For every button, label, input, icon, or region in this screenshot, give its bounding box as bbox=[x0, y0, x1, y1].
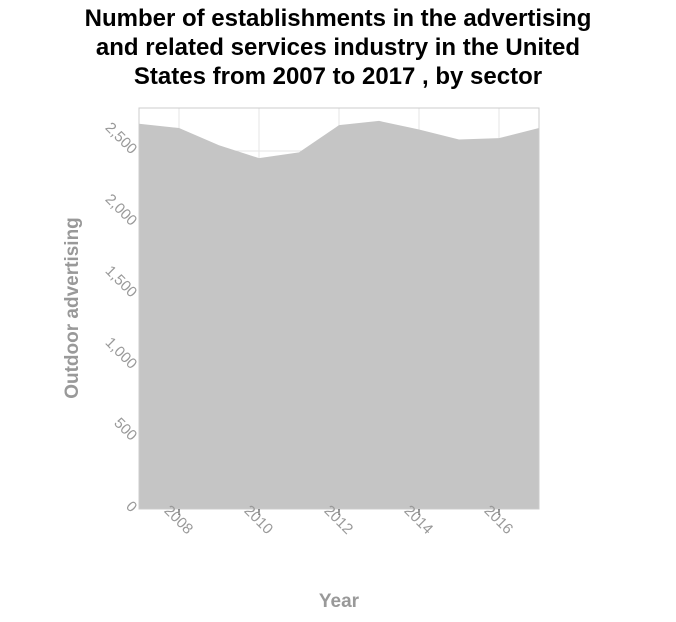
area-series bbox=[139, 120, 539, 509]
y-axis-title: Outdoor advertising bbox=[62, 217, 83, 399]
x-axis-title: Year bbox=[319, 591, 360, 612]
chart-title-line-2: and related services industry in the Uni… bbox=[95, 34, 581, 61]
y-tick-label-2,500: 2,500 bbox=[102, 119, 141, 158]
chart-title: Number of establishments in the advertis… bbox=[0, 4, 676, 91]
y-tick-label-1,500: 1,500 bbox=[102, 262, 141, 301]
chart-title-line-1: Number of establishments in the advertis… bbox=[84, 5, 592, 32]
chart-title-line-3: States from 2007 to 2017 , by sector bbox=[133, 63, 543, 90]
y-tick-label-2,000: 2,000 bbox=[102, 191, 141, 230]
y-tick-label-1,000: 1,000 bbox=[102, 334, 141, 373]
y-ticks: 0 500 1,000 1,500 2,000 2,500 bbox=[102, 119, 141, 516]
y-tick-label-0: 0 bbox=[122, 498, 140, 516]
y-tick-label-500: 500 bbox=[110, 415, 140, 445]
